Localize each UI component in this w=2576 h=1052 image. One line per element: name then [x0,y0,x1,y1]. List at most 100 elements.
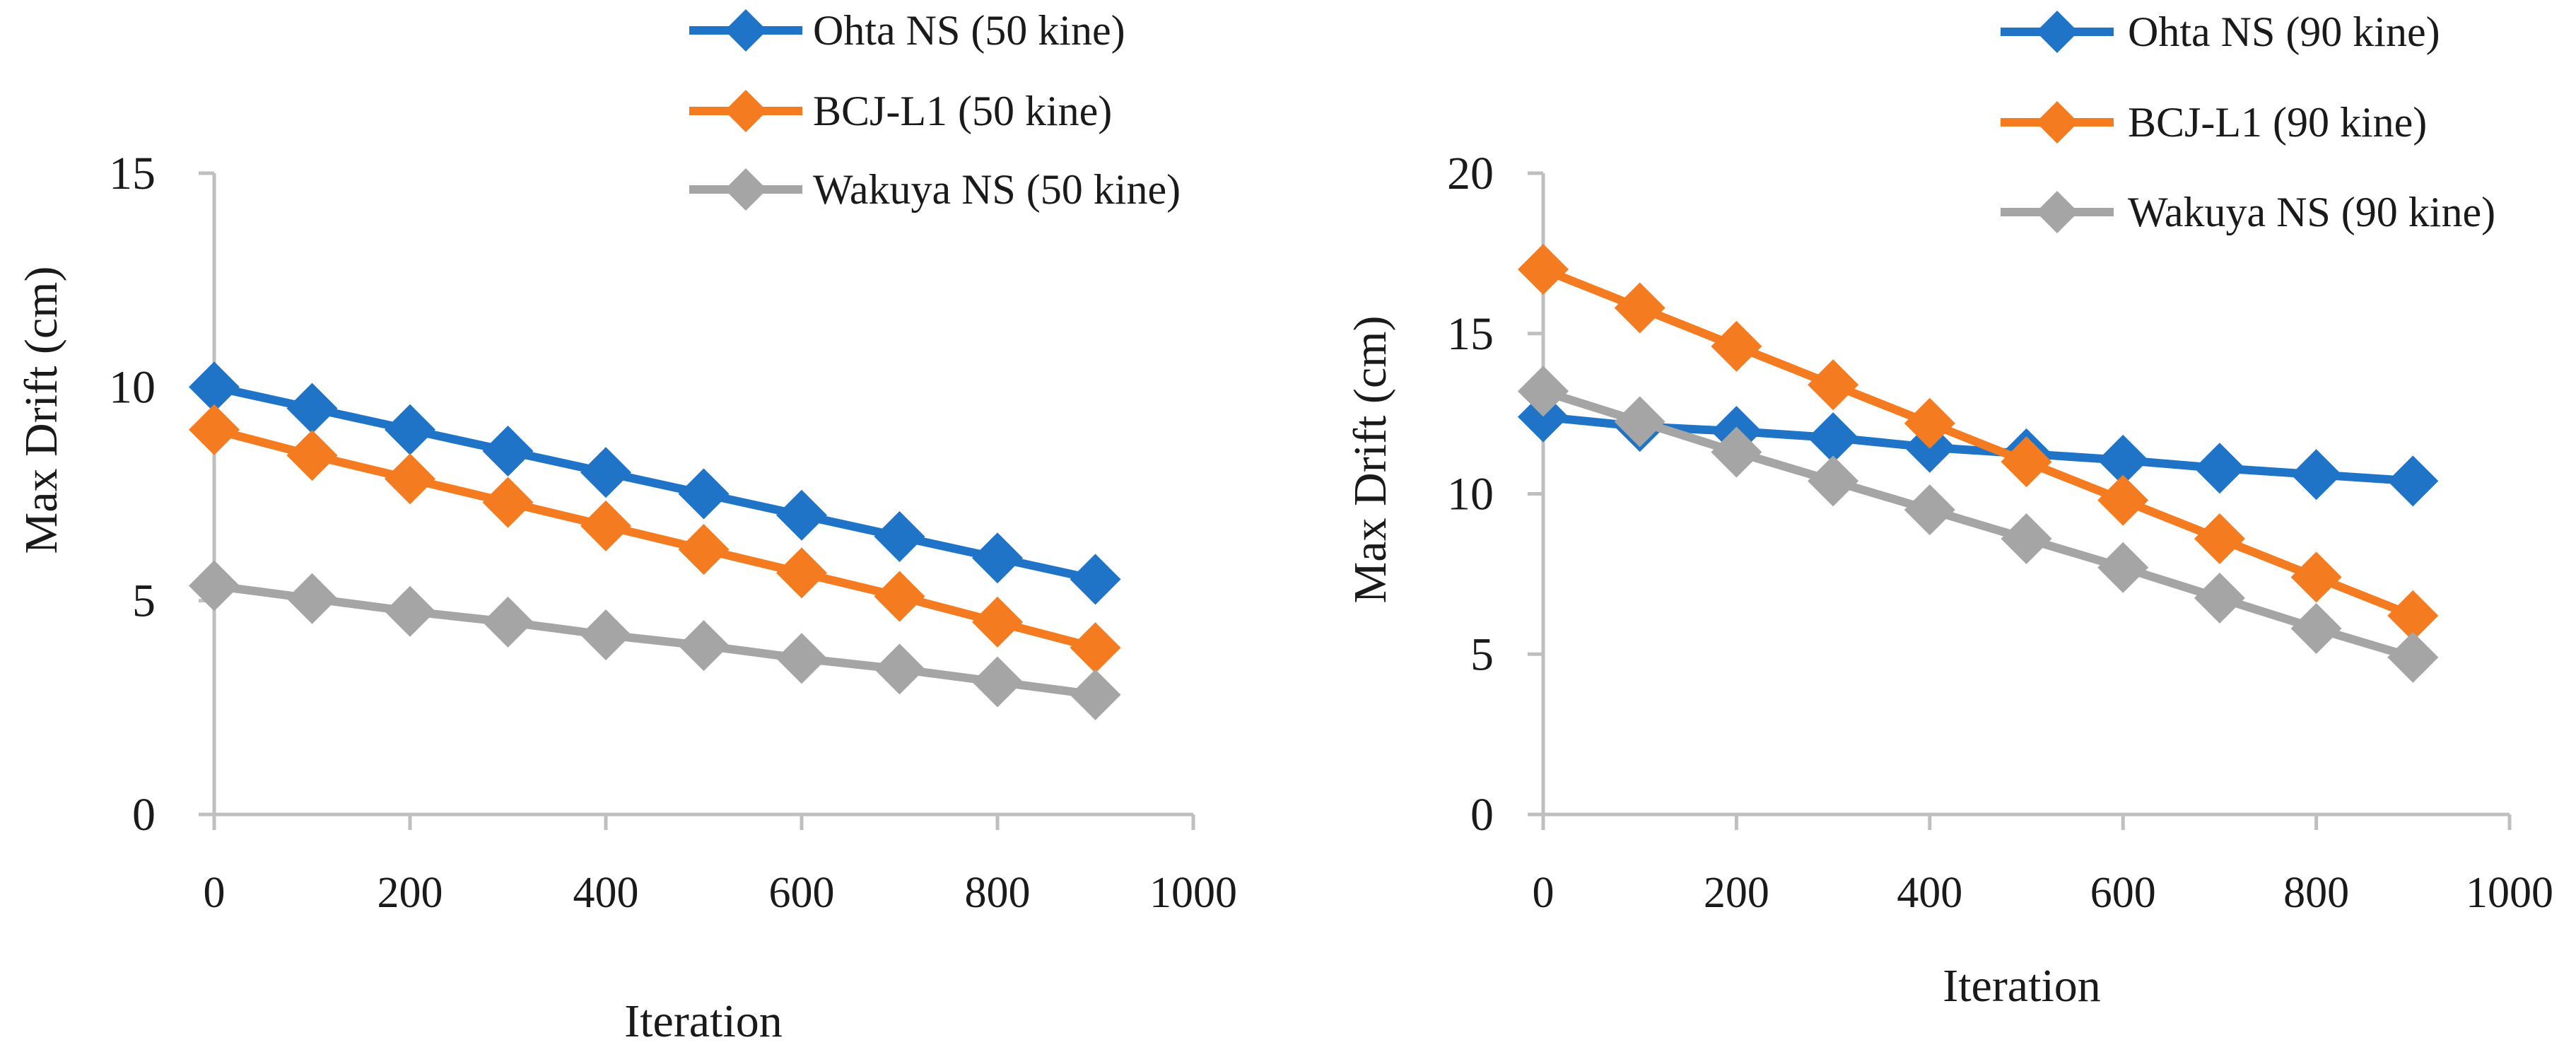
data-point-series-2 [1070,669,1121,720]
series-line-2 [213,581,1096,699]
legend-marker-0 [725,9,767,52]
data-point-series-2 [678,620,730,672]
y-tick-label: 20 [1447,148,1494,199]
data-point-series-0 [972,532,1023,584]
legend-marker-1 [725,90,767,132]
data-point-series-1 [1808,359,1859,411]
x-tick-label: 200 [1704,869,1769,917]
data-point-series-0 [678,468,730,520]
data-point-series-2 [776,633,827,684]
data-point-series-1 [2097,474,2149,526]
data-point-series-0 [1518,391,1569,443]
data-point-series-1 [874,571,925,622]
legend-label-0: Ohta NS (50 kine) [813,7,1125,54]
y-axis-title: Max Drift (cm) [1345,316,1396,604]
x-tick-label: 400 [573,869,639,917]
data-point-series-2 [286,573,338,624]
x-tick-label: 0 [204,869,226,917]
data-point-series-2 [2387,631,2439,683]
data-point-series-2 [2097,542,2149,593]
data-point-series-2 [580,609,631,661]
data-point-series-2 [2194,572,2245,624]
x-tick-label: 200 [377,869,443,917]
legend-marker-0 [2036,11,2078,53]
data-point-series-1 [2001,436,2052,488]
x-tick-label: 400 [1897,869,1962,917]
data-point-series-1 [1904,397,1955,449]
series-line-1 [1541,265,2415,620]
series-line-0 [1542,412,2413,486]
data-point-series-0 [874,510,925,562]
data-point-series-2 [972,656,1023,708]
data-point-series-1 [1518,244,1569,296]
legend-label-0: Ohta NS (90 kine) [2128,8,2440,55]
data-point-series-1 [1711,320,1762,372]
x-tick-label: 800 [965,869,1031,917]
data-point-series-1 [2290,551,2342,603]
data-point-series-1 [2194,513,2245,564]
data-point-series-1 [580,500,631,551]
y-tick-label: 15 [1447,308,1494,360]
data-point-series-2 [1614,396,1665,448]
data-point-series-0 [2387,455,2439,507]
data-point-series-0 [482,426,534,477]
y-tick-label: 10 [1447,469,1494,520]
data-point-series-2 [1711,426,1762,478]
series-line-1 [213,425,1097,652]
data-point-series-2 [1808,455,1859,507]
series-line-0 [213,382,1096,584]
y-tick-label: 10 [109,361,156,413]
data-point-series-0 [2194,443,2245,494]
data-point-series-1 [2387,590,2439,641]
y-axis-title: Max Drift (cm) [16,267,67,554]
data-point-series-1 [286,430,338,481]
data-point-series-2 [2290,602,2342,654]
data-point-series-2 [385,585,435,637]
data-point-series-0 [2097,434,2149,486]
data-point-series-2 [189,560,240,612]
data-point-series-0 [1070,554,1121,605]
y-tick-label: 0 [132,789,156,841]
data-point-series-1 [678,524,730,575]
data-point-series-0 [2290,449,2342,501]
legend-marker-2 [725,168,767,211]
legend-label-2: Wakuya NS (50 kine) [813,166,1181,213]
y-tick-label: 0 [1470,789,1494,841]
y-tick-label: 5 [132,575,156,627]
x-tick-label: 800 [2283,869,2349,917]
legend-label-1: BCJ-L1 (90 kine) [2128,99,2427,146]
y-tick-label: 5 [1470,629,1494,680]
data-point-series-0 [286,382,338,434]
legend-marker-2 [2036,191,2078,233]
data-point-series-1 [189,404,240,455]
data-point-series-1 [776,547,827,599]
x-tick-label: 600 [2090,869,2156,917]
y-tick-label: 15 [109,148,156,199]
data-point-series-1 [972,596,1023,648]
legend-label-2: Wakuya NS (90 kine) [2128,189,2495,235]
data-point-series-2 [874,643,925,695]
x-tick-label: 1000 [1149,869,1237,917]
series-line-2 [1542,387,2415,662]
data-point-series-0 [776,489,827,541]
x-tick-label: 1000 [2466,869,2553,917]
legend-marker-1 [2036,101,2078,144]
data-point-series-0 [385,404,435,455]
x-axis-title: Iteration [624,995,783,1047]
x-tick-label: 600 [769,869,835,917]
data-point-series-1 [1614,282,1665,334]
data-point-series-2 [2001,513,2052,564]
data-point-series-0 [580,447,631,498]
chart-50-kine: 0 5 10 15 0 200 400 600 800 1000 Iteration Max Drif… [16,7,1237,1047]
x-tick-label: 0 [1533,869,1555,917]
data-point-series-2 [482,596,534,648]
x-axis-title: Iteration [1943,960,2101,1012]
data-point-series-2 [1904,484,1955,536]
data-point-series-0 [1808,412,1859,464]
data-point-series-1 [482,477,534,528]
data-point-series-1 [1070,622,1121,674]
data-point-series-1 [385,453,435,505]
data-point-series-0 [189,361,240,413]
data-point-series-2 [1518,366,1569,417]
